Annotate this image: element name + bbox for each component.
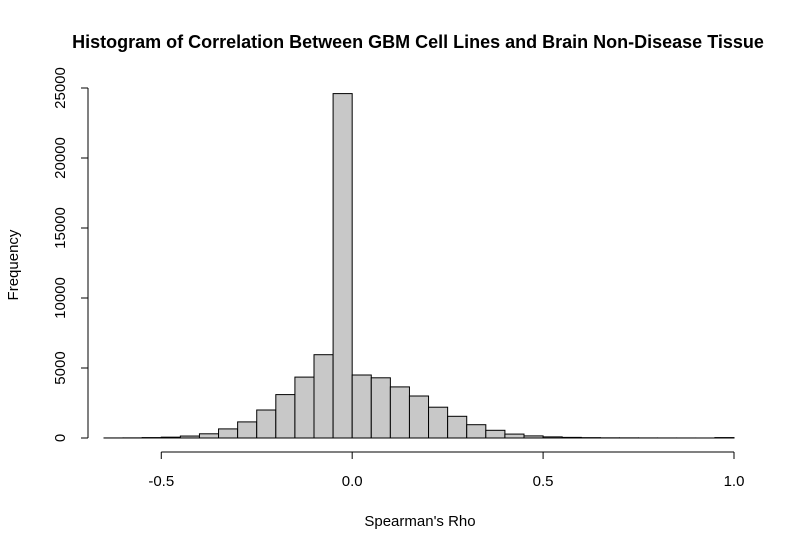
histogram-bar <box>562 437 581 438</box>
y-axis: 0 5000 10000 15000 20000 25000 <box>52 67 88 442</box>
histogram-bar <box>524 436 543 438</box>
x-axis-label: Spearman's Rho <box>364 513 475 530</box>
y-tick-label: 20000 <box>52 137 69 179</box>
y-tick-label: 15000 <box>52 207 69 249</box>
y-axis-label: Frequency <box>5 229 22 300</box>
x-tick-label: 1.0 <box>724 473 745 490</box>
histogram-bar <box>295 377 314 438</box>
histogram-bar <box>257 410 276 438</box>
histogram-bar <box>180 436 199 438</box>
bars-layer <box>104 94 734 438</box>
histogram-bar <box>390 387 409 438</box>
histogram-bar <box>371 378 390 438</box>
histogram-bar <box>486 430 505 438</box>
x-tick-label: -0.5 <box>148 473 174 490</box>
y-tick-label: 10000 <box>52 277 69 319</box>
y-tick-label: 25000 <box>52 67 69 109</box>
histogram-bar <box>219 429 238 438</box>
histogram-bar <box>352 375 371 438</box>
histogram-bar <box>333 94 352 438</box>
histogram-bar <box>238 422 257 438</box>
histogram-bar <box>199 434 218 438</box>
histogram-bar <box>161 437 180 438</box>
histogram-bar <box>543 437 562 438</box>
y-tick-label: 0 <box>52 434 69 442</box>
x-axis: -0.5 0.0 0.5 1.0 <box>148 452 744 490</box>
x-tick-label: 0.5 <box>533 473 554 490</box>
chart-title: Histogram of Correlation Between GBM Cel… <box>72 32 764 52</box>
histogram-bar <box>448 416 467 438</box>
histogram-bar <box>467 425 486 438</box>
histogram-bar <box>314 355 333 438</box>
x-tick-label: 0.0 <box>342 473 363 490</box>
histogram-bar <box>429 407 448 438</box>
histogram-bar <box>409 396 428 438</box>
histogram-bar <box>276 395 295 438</box>
histogram-bar <box>505 434 524 438</box>
y-tick-label: 5000 <box>52 351 69 384</box>
